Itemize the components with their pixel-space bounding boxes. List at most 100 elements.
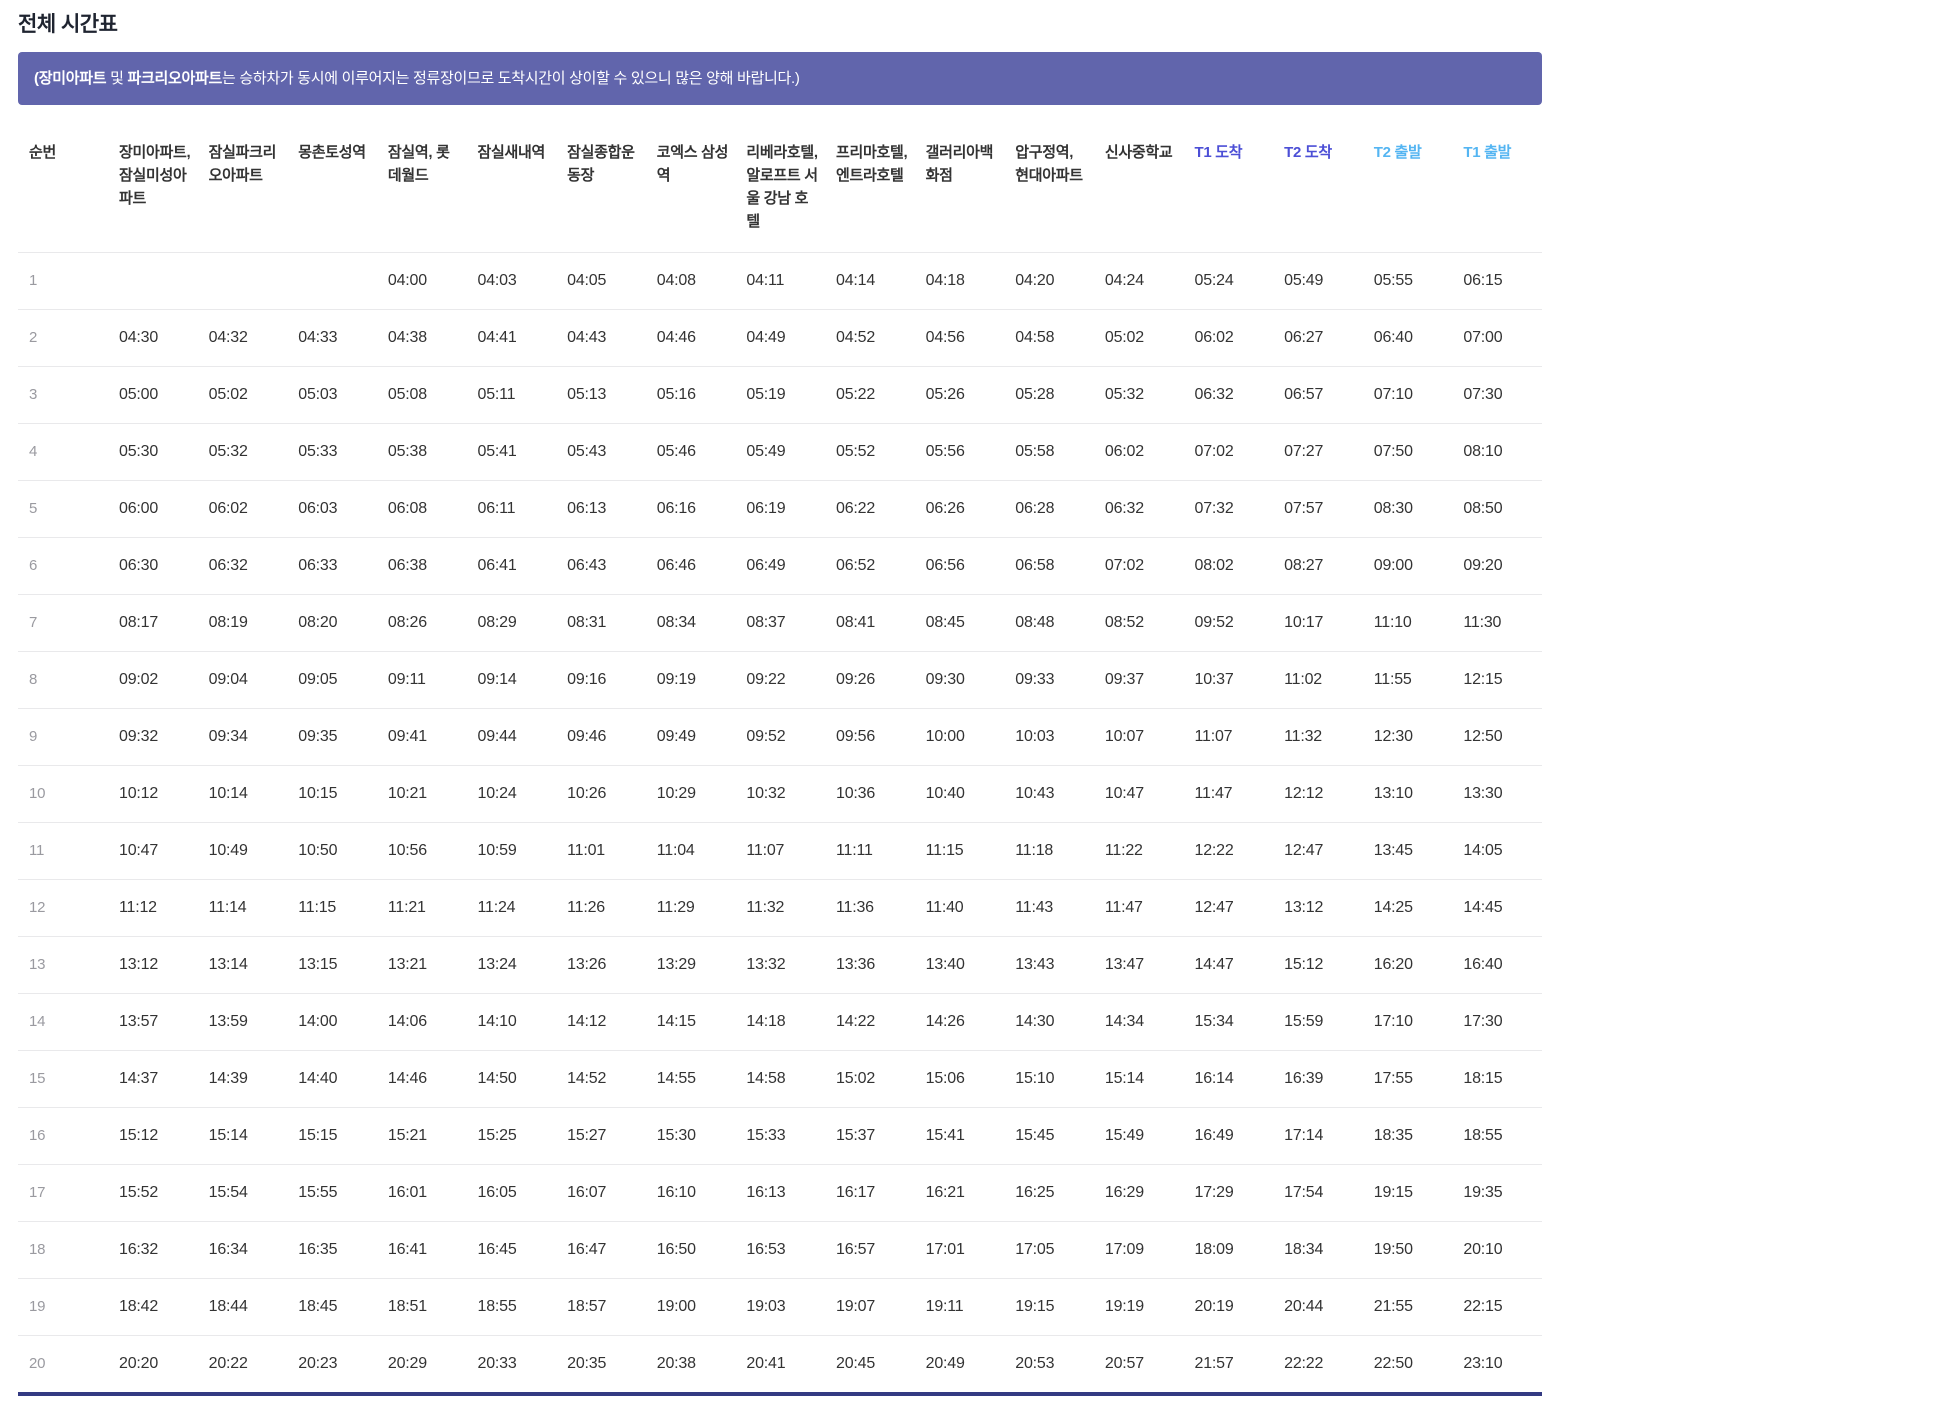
time-cell-t2-arrival: 22:22 <box>1273 1334 1363 1396</box>
time-cell-coex-samseong-station: 09:49 <box>645 707 736 765</box>
time-cell-jamsil-station-lotte-world: 04:38 <box>376 308 467 366</box>
time-cell-t1-arrival: 18:09 <box>1183 1220 1274 1278</box>
time-cell-jamsil-sports-complex: 05:43 <box>556 422 646 480</box>
time-cell-apgujeong-station-hyundai-apt: 19:15 <box>1004 1277 1094 1335</box>
time-cell-riviera-aloft-seoul-gangnam-hotel: 19:03 <box>735 1277 825 1335</box>
timetable-row: 13 13:12 13:14 13:15 13:21 13:24 13:26 13:29 13:… <box>18 935 1542 993</box>
time-cell-riviera-aloft-seoul-gangnam-hotel: 16:53 <box>735 1220 825 1278</box>
time-cell-t2-arrival: 17:14 <box>1273 1106 1363 1164</box>
time-cell-apgujeong-station-hyundai-apt: 15:10 <box>1004 1049 1094 1107</box>
row-number: 7 <box>18 593 108 651</box>
row-number: 18 <box>18 1220 108 1278</box>
notice-bold-parkrio: 파크리오아파트 <box>127 70 222 87</box>
time-cell-sinsa-middle-school: 11:22 <box>1093 821 1184 879</box>
time-cell-jamsil-parkrio-apt: 13:14 <box>197 935 288 993</box>
notice-bold-jangmi: (장미아파트 <box>34 70 107 87</box>
row-number: 17 <box>18 1163 108 1221</box>
row-number: 2 <box>18 308 108 366</box>
row-number: 6 <box>18 536 108 594</box>
time-cell-riviera-aloft-seoul-gangnam-hotel: 16:13 <box>735 1163 825 1221</box>
time-cell-mongchontoseong-station: 18:45 <box>287 1277 377 1335</box>
time-cell-riviera-aloft-seoul-gangnam-hotel: 20:41 <box>735 1334 825 1396</box>
time-cell-jamsilsaenae-station: 04:41 <box>466 308 557 366</box>
time-cell-riviera-aloft-seoul-gangnam-hotel: 11:07 <box>735 821 825 879</box>
time-cell-mongchontoseong-station: 15:55 <box>287 1163 377 1221</box>
time-cell-jamsil-parkrio-apt: 15:14 <box>197 1106 288 1164</box>
time-cell-jamsil-parkrio-apt: 05:32 <box>197 422 288 480</box>
time-cell-t1-arrival: 12:47 <box>1183 878 1274 936</box>
time-cell-sinsa-middle-school: 16:29 <box>1093 1163 1184 1221</box>
time-cell-jamsil-station-lotte-world: 10:21 <box>376 764 467 822</box>
column-header-apgujeong-station-hyundai-apt: 압구정역, 현대아파트 <box>1015 143 1083 184</box>
time-cell-jangmi-misung-apt: 09:02 <box>108 650 198 708</box>
time-cell-prima-entra-hotel: 05:52 <box>825 422 915 480</box>
time-cell-jamsil-sports-complex: 09:16 <box>556 650 646 708</box>
time-cell-t1-arrival: 07:32 <box>1183 479 1274 537</box>
time-cell-t2-arrival: 12:47 <box>1273 821 1363 879</box>
timetable-row: 1 04:00 04:03 04:05 04:08 04:11 04:14 04:18 04:2… <box>18 251 1542 309</box>
time-cell-galleria-dept-store: 16:21 <box>914 1163 1005 1221</box>
time-cell-jamsil-parkrio-apt: 14:39 <box>197 1049 288 1107</box>
time-cell-apgujeong-station-hyundai-apt: 05:28 <box>1004 365 1094 423</box>
time-cell-t1-departure: 14:45 <box>1452 878 1542 936</box>
time-cell-coex-samseong-station: 14:15 <box>645 992 736 1050</box>
row-number: 20 <box>18 1334 108 1396</box>
time-cell-t1-departure: 07:30 <box>1452 365 1542 423</box>
time-cell-jangmi-misung-apt: 13:57 <box>108 992 198 1050</box>
time-cell-jamsilsaenae-station: 04:03 <box>466 251 557 309</box>
timetable-row: 18 16:32 16:34 16:35 16:41 16:45 16:47 16:50 16:… <box>18 1220 1542 1278</box>
column-header-jamsil-sports-complex: 잠실종합운동장 <box>567 143 635 184</box>
time-cell-t1-arrival: 06:02 <box>1183 308 1274 366</box>
time-cell-jangmi-misung-apt: 15:52 <box>108 1163 198 1221</box>
row-number: 1 <box>18 251 108 309</box>
time-cell-galleria-dept-store: 06:26 <box>914 479 1005 537</box>
time-cell-jamsil-parkrio-apt: 11:14 <box>197 878 288 936</box>
time-cell-sinsa-middle-school: 09:37 <box>1093 650 1184 708</box>
time-cell-prima-entra-hotel: 16:17 <box>825 1163 915 1221</box>
time-cell-t1-arrival: 16:14 <box>1183 1049 1274 1107</box>
time-cell-mongchontoseong-station: 05:33 <box>287 422 377 480</box>
time-cell-jamsil-sports-complex: 13:26 <box>556 935 646 993</box>
time-cell-jamsil-sports-complex: 11:26 <box>556 878 646 936</box>
timetable-header-row: 순번 장미아파트, 잠실미성아파트 잠실파크리오아파트 몽촌토성역 잠실역, 롯데월드 잠… <box>18 125 1542 253</box>
row-number: 19 <box>18 1277 108 1335</box>
time-cell-jamsil-parkrio-apt: 09:04 <box>197 650 288 708</box>
time-cell-t2-departure: 18:35 <box>1362 1106 1453 1164</box>
time-cell-mongchontoseong-station: 04:33 <box>287 308 377 366</box>
time-cell-mongchontoseong-station: 06:03 <box>287 479 377 537</box>
time-cell-jamsil-parkrio-apt: 10:49 <box>197 821 288 879</box>
time-cell-jamsil-sports-complex: 16:47 <box>556 1220 646 1278</box>
row-number: 8 <box>18 650 108 708</box>
time-cell-jamsil-parkrio-apt: 20:22 <box>197 1334 288 1396</box>
time-cell-riviera-aloft-seoul-gangnam-hotel: 04:11 <box>735 251 825 309</box>
time-cell-apgujeong-station-hyundai-apt: 14:30 <box>1004 992 1094 1050</box>
time-cell-t1-departure: 20:10 <box>1452 1220 1542 1278</box>
time-cell-jangmi-misung-apt: 16:32 <box>108 1220 198 1278</box>
time-cell-t1-arrival: 20:19 <box>1183 1277 1274 1335</box>
time-cell-mongchontoseong-station: 10:15 <box>287 764 377 822</box>
time-cell-prima-entra-hotel: 06:22 <box>825 479 915 537</box>
time-cell-sinsa-middle-school: 13:47 <box>1093 935 1184 993</box>
time-cell-sinsa-middle-school: 08:52 <box>1093 593 1184 651</box>
time-cell-jangmi-misung-apt: 14:37 <box>108 1049 198 1107</box>
timetable-row: 9 09:32 09:34 09:35 09:41 09:44 09:46 09:49 09:5… <box>18 707 1542 765</box>
time-cell-sinsa-middle-school: 17:09 <box>1093 1220 1184 1278</box>
time-cell-jamsilsaenae-station: 14:10 <box>466 992 557 1050</box>
time-cell-t2-arrival: 17:54 <box>1273 1163 1363 1221</box>
time-cell-coex-samseong-station: 11:29 <box>645 878 736 936</box>
time-cell-t1-arrival: 11:47 <box>1183 764 1274 822</box>
time-cell-riviera-aloft-seoul-gangnam-hotel: 06:19 <box>735 479 825 537</box>
time-cell-t2-departure: 22:50 <box>1362 1334 1453 1396</box>
time-cell-coex-samseong-station: 04:46 <box>645 308 736 366</box>
time-cell-jamsil-sports-complex: 20:35 <box>556 1334 646 1396</box>
column-header-jamsil-station-lotte-world: 잠실역, 롯데월드 <box>387 143 450 184</box>
row-number: 10 <box>18 764 108 822</box>
time-cell-apgujeong-station-hyundai-apt: 06:58 <box>1004 536 1094 594</box>
time-cell-apgujeong-station-hyundai-apt: 08:48 <box>1004 593 1094 651</box>
column-header-coex-samseong-station: 코엑스 삼성역 <box>656 143 729 184</box>
time-cell-prima-entra-hotel: 13:36 <box>825 935 915 993</box>
time-cell-jamsil-sports-complex: 11:01 <box>556 821 646 879</box>
time-cell-jamsil-station-lotte-world: 05:38 <box>376 422 467 480</box>
time-cell-jamsilsaenae-station: 09:14 <box>466 650 557 708</box>
row-number: 11 <box>18 821 108 879</box>
